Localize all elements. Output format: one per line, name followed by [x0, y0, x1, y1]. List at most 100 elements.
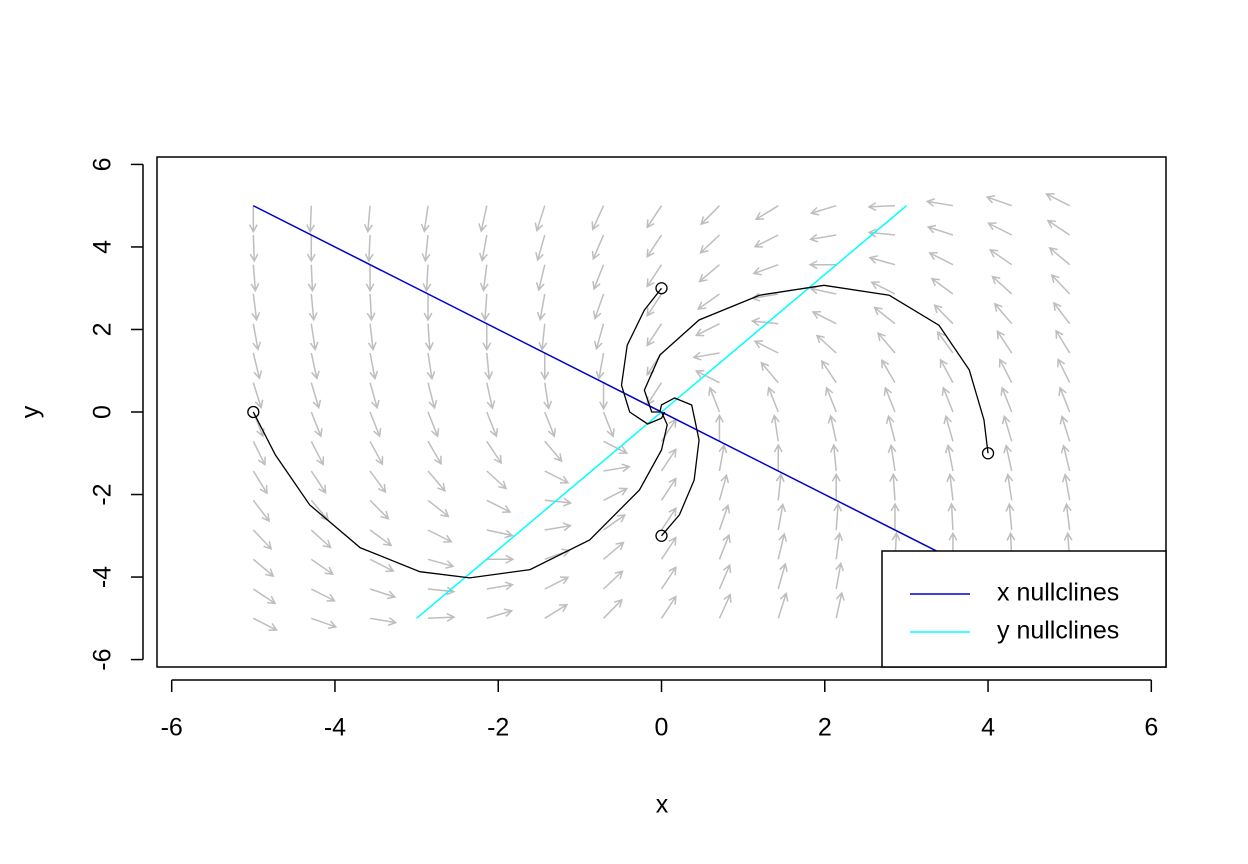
- field-arrow: [881, 358, 896, 384]
- field-arrow: [252, 382, 264, 410]
- field-arrow: [887, 443, 897, 472]
- field-arrow: [311, 617, 338, 629]
- field-arrow: [306, 205, 316, 234]
- field-arrow: [694, 323, 720, 337]
- field-arrow: [1000, 386, 1013, 413]
- y-tick-label: 0: [89, 405, 117, 419]
- field-arrow: [591, 205, 605, 231]
- field-arrow: [544, 470, 570, 484]
- field-arrow: [1058, 386, 1071, 413]
- field-arrow: [535, 264, 546, 292]
- field-arrow: [883, 386, 896, 413]
- y-tick-label: 6: [89, 157, 117, 171]
- field-arrow: [777, 562, 788, 590]
- field-arrow: [1004, 473, 1014, 501]
- field-arrow: [946, 472, 956, 501]
- field-arrow: [996, 329, 1013, 354]
- field-arrow: [427, 470, 446, 493]
- legend-label: y nullclines: [997, 617, 1119, 645]
- field-arrow: [422, 264, 432, 293]
- field-arrow: [486, 499, 512, 514]
- field-arrow: [482, 323, 492, 352]
- field-arrow: [835, 561, 845, 590]
- field-arrow: [536, 293, 546, 322]
- field-arrow: [660, 477, 677, 501]
- field-arrow: [699, 234, 720, 254]
- field-arrow: [603, 514, 627, 531]
- field-arrow: [250, 264, 260, 293]
- field-arrow: [544, 576, 570, 590]
- field-arrow: [646, 323, 663, 347]
- y-tick-label: 2: [89, 323, 117, 337]
- field-arrow: [427, 382, 438, 410]
- field-arrow: [540, 352, 550, 381]
- x-tick-label: 6: [1144, 714, 1158, 742]
- field-arrow: [369, 382, 380, 410]
- field-arrow: [773, 443, 783, 472]
- field-arrow: [369, 470, 387, 494]
- field-arrow: [1052, 301, 1071, 325]
- field-arrow: [363, 205, 373, 234]
- field-arrow: [251, 293, 261, 322]
- field-arrow: [603, 541, 625, 560]
- field-arrow: [544, 603, 569, 619]
- field-arrow: [1061, 473, 1071, 501]
- field-arrow: [770, 414, 780, 442]
- field-arrow: [943, 414, 954, 442]
- field-arrow: [696, 293, 720, 310]
- field-arrow: [989, 249, 1013, 266]
- field-arrow: [603, 570, 624, 590]
- start-point: [655, 282, 668, 295]
- field-arrow: [310, 588, 336, 602]
- field-arrow: [486, 608, 514, 620]
- field-arrow: [877, 331, 896, 354]
- field-arrow: [249, 234, 259, 263]
- field-arrow: [310, 558, 334, 575]
- field-arrow: [427, 499, 450, 518]
- trajectory: [620, 287, 666, 425]
- field-arrow: [603, 440, 629, 455]
- field-arrow: [252, 588, 277, 605]
- field-arrow: [944, 443, 954, 472]
- field-arrow: [1005, 502, 1015, 531]
- x-tick-label: -2: [487, 714, 509, 742]
- field-arrow: [752, 263, 779, 276]
- field-arrow: [753, 234, 779, 248]
- field-arrow: [544, 522, 572, 532]
- field-arrow: [714, 413, 724, 442]
- field-arrow: [698, 264, 720, 283]
- field-arrow: [369, 529, 393, 547]
- field-arrow: [538, 323, 548, 352]
- field-arrow: [692, 351, 720, 361]
- field-arrow: [369, 617, 398, 626]
- field-arrow: [421, 234, 431, 263]
- field-arrow: [364, 234, 374, 263]
- field-arrow: [660, 536, 677, 560]
- field-arrow: [603, 598, 623, 619]
- field-arrow: [750, 317, 779, 327]
- trajectory: [643, 284, 989, 454]
- field-arrow: [660, 506, 677, 531]
- field-arrow: [427, 529, 453, 543]
- field-arrow: [646, 205, 663, 229]
- field-arrow: [833, 502, 843, 531]
- field-arrow: [252, 499, 271, 523]
- field-arrow: [815, 334, 837, 354]
- field-arrow: [486, 581, 514, 591]
- field-arrow: [777, 532, 788, 560]
- field-arrow: [252, 558, 275, 578]
- field-arrow: [365, 264, 375, 293]
- field-arrow: [933, 304, 954, 325]
- field-arrow: [987, 222, 1013, 236]
- x-tick-label: 0: [655, 714, 669, 742]
- field-arrow: [426, 352, 436, 381]
- field-arrow: [777, 502, 787, 531]
- field-arrow: [1045, 192, 1071, 207]
- field-arrow: [754, 205, 779, 221]
- field-arrow: [941, 386, 954, 413]
- field-arrow: [423, 293, 433, 322]
- field-arrow: [1001, 414, 1013, 442]
- field-arrow: [870, 281, 896, 295]
- field-arrow: [543, 382, 553, 410]
